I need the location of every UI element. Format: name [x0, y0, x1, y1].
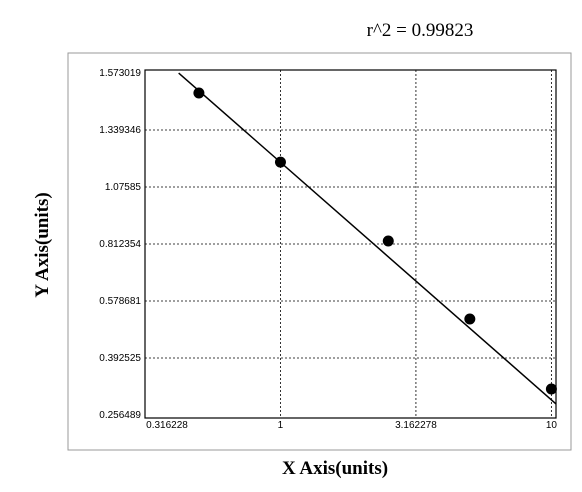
x-tick-label: 1: [278, 420, 284, 431]
y-tick-label: 0.812354: [99, 239, 141, 250]
outer-frame: [67, 52, 572, 451]
y-tick-label: 0.392525: [99, 353, 141, 364]
x-tick-label: 0.316228: [146, 420, 188, 431]
x-tick-label: 3.162278: [395, 420, 437, 431]
y-axis-label: Y Axis(units): [32, 192, 53, 297]
y-tick-label: 1.339346: [99, 125, 141, 136]
data-point: [382, 235, 394, 247]
y-tick-label: 0.256489: [99, 410, 141, 421]
r-squared: r^2 = 0.99823: [367, 20, 474, 41]
x-tick-label: 10: [546, 420, 558, 431]
data-point: [464, 313, 476, 325]
data-point: [193, 87, 205, 99]
x-axis-label: X Axis(units): [282, 458, 388, 479]
y-tick-label: 1.07585: [105, 182, 142, 193]
data-point: [545, 383, 557, 395]
y-tick-label: 0.578681: [99, 296, 141, 307]
fit-line: [178, 72, 557, 405]
y-tick-label: 1.573019: [99, 68, 141, 79]
